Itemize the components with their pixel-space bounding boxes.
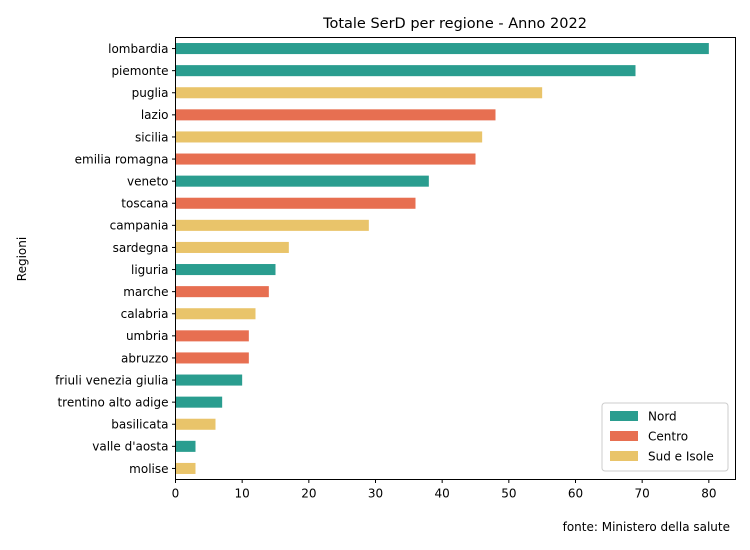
bar-sardegna <box>175 241 289 253</box>
y-tick-label-emilia-romagna: emilia romagna <box>75 152 169 166</box>
y-tick-label-molise: molise <box>129 462 168 476</box>
y-tick-label-basilicata: basilicata <box>111 418 168 432</box>
y-tick-label-liguria: liguria <box>131 263 169 277</box>
bar-emilia-romagna <box>175 153 476 165</box>
y-tick-label-puglia: puglia <box>132 86 169 100</box>
bar-piemonte <box>175 65 636 77</box>
y-tick-label-calabria: calabria <box>121 307 169 321</box>
x-tick-group: 0 10 20 30 40 50 60 70 80 <box>172 479 716 501</box>
y-tick-label-trentino-alto-adige: trentino alto adige <box>57 395 168 409</box>
y-axis-label: Regioni <box>15 237 29 281</box>
x-tick-label-50: 50 <box>501 487 516 501</box>
legend-label-sud-e-isole: Sud e Isole <box>648 449 714 463</box>
y-tick-label-toscana: toscana <box>121 197 168 211</box>
bar-puglia <box>175 87 543 99</box>
bar-lazio <box>175 109 496 121</box>
legend-label-centro: Centro <box>648 429 688 443</box>
bars-group <box>175 43 709 474</box>
y-tick-label-veneto: veneto <box>127 174 169 188</box>
bar-valle-d-aosta <box>175 440 196 452</box>
bar-liguria <box>175 264 276 276</box>
bar-lombardia <box>175 43 709 55</box>
bar-marche <box>175 286 269 298</box>
x-tick-label-70: 70 <box>635 487 650 501</box>
legend: Nord Centro Sud e Isole <box>601 402 729 472</box>
y-tick-label-piemonte: piemonte <box>111 64 168 78</box>
bar-umbria <box>175 330 249 342</box>
x-tick-label-40: 40 <box>435 487 450 501</box>
bar-friuli-venezia-giulia <box>175 374 243 386</box>
source-annotation: fonte: Ministero della salute <box>563 520 730 534</box>
x-tick-label-80: 80 <box>701 487 716 501</box>
y-tick-label-sardegna: sardegna <box>113 241 169 255</box>
x-tick-label-0: 0 <box>172 487 180 501</box>
chart-title: Totale SerD per regione - Anno 2022 <box>322 16 587 32</box>
x-tick-label-20: 20 <box>301 487 316 501</box>
y-tick-label-campania: campania <box>110 219 169 233</box>
y-tick-label-abruzzo: abruzzo <box>121 351 168 365</box>
bar-campania <box>175 219 369 231</box>
legend-swatch-centro <box>610 431 638 441</box>
bar-veneto <box>175 175 429 187</box>
legend-swatch-nord <box>610 411 638 421</box>
y-tick-label-umbria: umbria <box>126 329 169 343</box>
bar-toscana <box>175 197 416 209</box>
y-tick-label-sicilia: sicilia <box>135 130 169 144</box>
legend-label-nord: Nord <box>648 409 677 423</box>
y-tick-group: lombardia piemonte puglia lazio sicilia emili… <box>55 42 176 476</box>
x-tick-label-30: 30 <box>368 487 383 501</box>
legend-swatch-sud-e-isole <box>610 451 638 461</box>
y-tick-label-lazio: lazio <box>141 108 169 122</box>
x-tick-label-10: 10 <box>235 487 250 501</box>
bar-trentino-alto-adige <box>175 396 223 408</box>
x-tick-label-60: 60 <box>568 487 583 501</box>
plot-frame <box>175 37 736 480</box>
y-tick-label-lombardia: lombardia <box>108 42 168 56</box>
bar-sicilia <box>175 131 483 143</box>
y-tick-label-friuli-venezia-giulia: friuli venezia giulia <box>55 373 168 387</box>
bar-abruzzo <box>175 352 249 364</box>
bar-basilicata <box>175 418 216 430</box>
y-tick-label-valle-d-aosta: valle d'aosta <box>92 440 168 454</box>
bar-calabria <box>175 308 256 320</box>
y-tick-label-marche: marche <box>123 285 168 299</box>
bar-molise <box>175 462 196 474</box>
